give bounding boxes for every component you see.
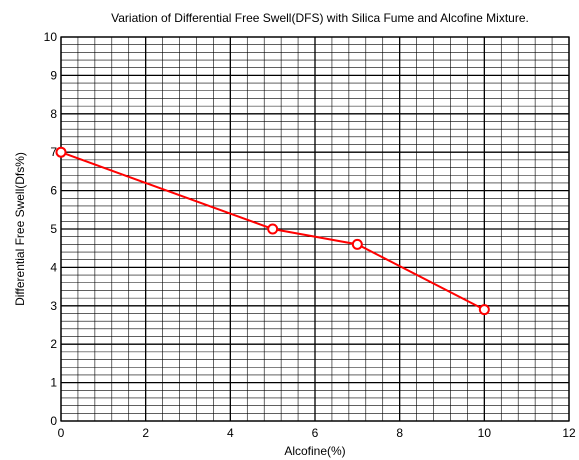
y-tick-label: 4 [50,260,57,274]
data-point [478,304,490,316]
series-line [60,151,485,311]
y-tick-label: 3 [50,299,57,313]
data-point [351,238,363,250]
y-tick-label: 1 [50,376,57,390]
data-point [267,223,279,235]
x-tick-label: 10 [478,426,492,440]
grid [60,36,570,422]
x-tick-label: 8 [396,426,403,440]
x-tick-label: 0 [58,426,65,440]
x-tick-label: 6 [312,426,319,440]
y-axis-label: Differential Free Swell(Dfs%) [13,152,27,306]
y-tick-label: 5 [50,222,57,236]
y-tick-label: 10 [44,30,58,44]
y-tick-label: 8 [50,107,57,121]
x-axis-label: Alcofine(%) [284,444,345,458]
data-point [55,146,67,158]
y-tick-label: 0 [50,414,57,428]
x-tick-label: 2 [142,426,149,440]
x-tick-label: 12 [562,426,576,440]
x-tick-label: 4 [227,426,234,440]
plot-area [55,146,490,316]
y-tick-label: 9 [50,68,57,82]
y-tick-label: 7 [50,145,57,159]
axes-frame [60,36,570,422]
chart-title: Variation of Differential Free Swell(DFS… [111,11,529,25]
y-tick-label: 6 [50,184,57,198]
y-tick-label: 2 [50,337,57,351]
